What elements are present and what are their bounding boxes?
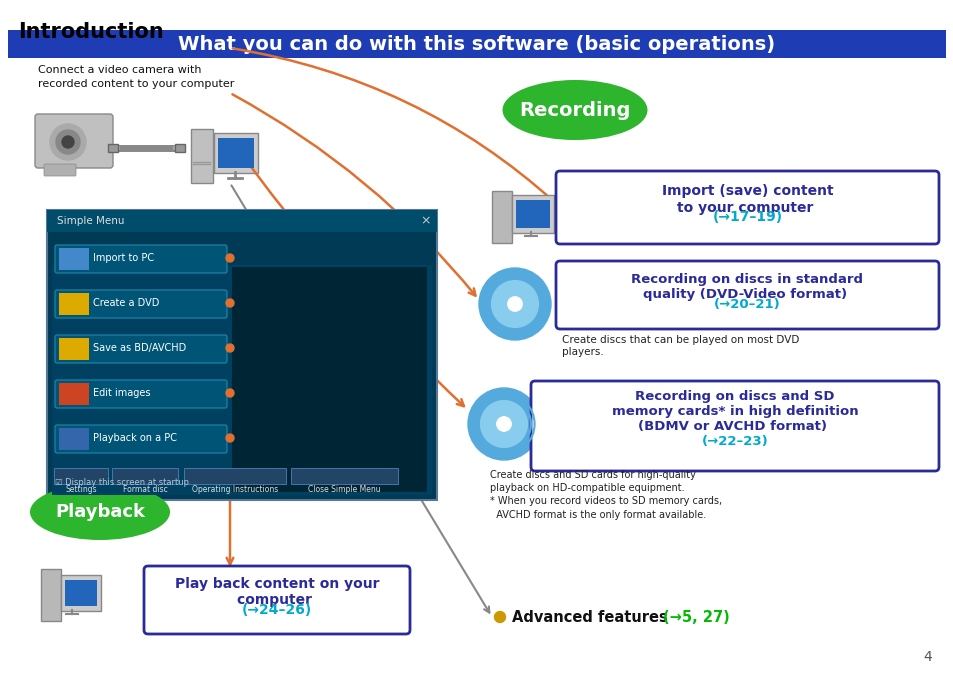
Text: Recording on discs in standard
quality (DVD-Video format): Recording on discs in standard quality (… <box>631 273 862 301</box>
FancyBboxPatch shape <box>232 267 427 492</box>
FancyBboxPatch shape <box>516 200 550 228</box>
FancyBboxPatch shape <box>61 575 101 611</box>
Text: Save as BD/AVCHD: Save as BD/AVCHD <box>92 343 186 353</box>
FancyBboxPatch shape <box>59 383 89 405</box>
FancyBboxPatch shape <box>59 338 89 360</box>
Circle shape <box>226 434 233 442</box>
FancyBboxPatch shape <box>55 425 227 453</box>
Text: Introduction: Introduction <box>18 22 164 42</box>
Circle shape <box>468 388 539 460</box>
FancyBboxPatch shape <box>55 380 227 408</box>
FancyBboxPatch shape <box>218 138 253 168</box>
FancyBboxPatch shape <box>55 335 227 363</box>
FancyBboxPatch shape <box>52 265 432 495</box>
Text: 4: 4 <box>923 650 931 664</box>
Text: Create discs that can be played on most DVD
players.: Create discs that can be played on most … <box>561 335 799 357</box>
Text: Connect a video camera with
recorded content to your computer: Connect a video camera with recorded con… <box>38 65 234 89</box>
Ellipse shape <box>502 80 647 140</box>
Circle shape <box>491 281 537 327</box>
Circle shape <box>56 130 80 154</box>
Text: Playback on a PC: Playback on a PC <box>92 433 177 443</box>
Text: (→17–19): (→17–19) <box>712 211 781 225</box>
FancyBboxPatch shape <box>512 195 554 233</box>
FancyBboxPatch shape <box>47 210 436 500</box>
FancyBboxPatch shape <box>65 580 97 606</box>
Text: Simple Menu: Simple Menu <box>57 216 125 226</box>
Text: Import to PC: Import to PC <box>92 253 154 263</box>
Text: Playback: Playback <box>55 503 145 521</box>
FancyBboxPatch shape <box>108 144 118 152</box>
Circle shape <box>494 612 505 623</box>
FancyBboxPatch shape <box>556 171 938 244</box>
Circle shape <box>226 299 233 307</box>
Text: Create discs and SD cards for high-quality
playback on HD-compatible equipment.
: Create discs and SD cards for high-quali… <box>490 470 721 520</box>
Text: Play back content on your
computer: Play back content on your computer <box>174 577 379 607</box>
FancyBboxPatch shape <box>112 468 178 484</box>
FancyBboxPatch shape <box>174 144 185 152</box>
Text: Create a DVD: Create a DVD <box>92 298 159 308</box>
Text: Edit images: Edit images <box>92 388 151 398</box>
Text: (→24–26): (→24–26) <box>242 603 312 617</box>
FancyBboxPatch shape <box>44 164 76 176</box>
Ellipse shape <box>30 484 170 540</box>
Text: Operating Instructions: Operating Instructions <box>192 485 278 495</box>
FancyBboxPatch shape <box>291 468 397 484</box>
Text: What you can do with this software (basic operations): What you can do with this software (basi… <box>178 34 775 53</box>
Circle shape <box>497 417 511 431</box>
Text: Close Simple Menu: Close Simple Menu <box>308 485 380 495</box>
Text: Recording on discs and SD
memory cards* in high definition
(BDMV or AVCHD format: Recording on discs and SD memory cards* … <box>611 390 858 433</box>
Text: ×: × <box>420 215 431 227</box>
Circle shape <box>226 254 233 262</box>
FancyBboxPatch shape <box>55 245 227 273</box>
FancyBboxPatch shape <box>213 133 257 173</box>
FancyBboxPatch shape <box>144 566 410 634</box>
Text: ☑ Display this screen at startup: ☑ Display this screen at startup <box>55 478 189 487</box>
Text: (→22–23): (→22–23) <box>700 435 767 448</box>
Circle shape <box>478 268 551 340</box>
Circle shape <box>226 389 233 397</box>
Text: Advanced features: Advanced features <box>512 610 672 625</box>
Text: Format disc: Format disc <box>123 485 167 495</box>
FancyBboxPatch shape <box>59 293 89 315</box>
Circle shape <box>480 400 527 448</box>
Text: Settings: Settings <box>65 485 96 495</box>
Text: (→20–21): (→20–21) <box>714 299 781 312</box>
Circle shape <box>62 136 74 148</box>
FancyBboxPatch shape <box>54 468 108 484</box>
Text: Import (save) content
to your computer: Import (save) content to your computer <box>661 184 832 215</box>
FancyBboxPatch shape <box>184 468 286 484</box>
Text: (→5, 27): (→5, 27) <box>662 610 729 625</box>
Circle shape <box>50 124 86 160</box>
FancyBboxPatch shape <box>531 381 938 471</box>
FancyBboxPatch shape <box>191 129 213 183</box>
FancyBboxPatch shape <box>55 290 227 318</box>
FancyBboxPatch shape <box>59 248 89 270</box>
FancyBboxPatch shape <box>59 428 89 450</box>
FancyBboxPatch shape <box>47 210 436 232</box>
FancyBboxPatch shape <box>41 569 61 621</box>
Circle shape <box>226 344 233 352</box>
Text: Recording: Recording <box>518 100 630 120</box>
Circle shape <box>507 297 521 311</box>
FancyBboxPatch shape <box>556 261 938 329</box>
FancyBboxPatch shape <box>35 114 112 168</box>
FancyBboxPatch shape <box>8 30 945 58</box>
FancyBboxPatch shape <box>492 191 512 243</box>
